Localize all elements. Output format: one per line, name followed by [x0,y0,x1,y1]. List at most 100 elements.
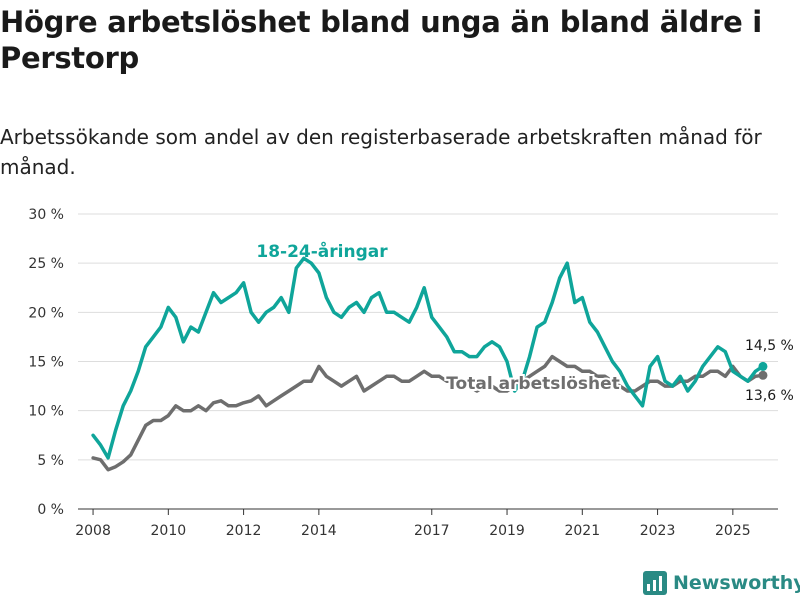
youth-data-point [468,355,472,359]
total-data-point [174,404,178,408]
youth-data-point [257,320,261,324]
youth-data-point [212,291,216,295]
total-data-point [332,379,336,383]
total-data-point [189,409,193,413]
youth-data-point [754,370,758,374]
youth-data-point [377,291,381,295]
youth-data-point [581,296,585,300]
total-data-point [227,404,231,408]
youth-data-point [99,443,103,447]
youth-data-point [475,355,479,359]
youth-data-point [648,365,652,369]
youth-data-point [671,384,675,388]
youth-data-point [641,404,645,408]
youth-end-marker [758,361,768,371]
total-end-marker [758,370,768,380]
youth-data-point [611,360,615,364]
newsworthy-logo-icon [643,571,667,595]
total-data-point [558,360,562,364]
total-data-point [144,424,148,428]
youth-data-point [362,311,366,315]
youth-data-point [490,340,494,344]
y-tick-label: 20 % [28,305,64,321]
youth-data-point [355,301,359,305]
total-data-point [701,374,705,378]
youth-data-point [573,301,577,305]
x-tick-label: 2017 [414,523,450,539]
total-data-point [182,409,186,413]
x-tick-label: 2021 [564,523,600,539]
total-data-point [437,374,441,378]
youth-data-point [325,296,329,300]
total-unemployment-line [91,354,765,472]
total-data-point [400,379,404,383]
total-data-point [325,374,329,378]
total-data-point [317,365,321,369]
youth-data-point [422,286,426,290]
youth-data-point [242,281,246,285]
youth-data-point [144,345,148,349]
youth-data-point [136,370,140,374]
youth-data-point [460,350,464,354]
youth-data-point [340,315,344,319]
brand-name: Newsworthy [673,572,800,594]
total-data-point [708,370,712,374]
youth-data-point [498,345,502,349]
total-data-point [355,374,359,378]
total-data-point [588,370,592,374]
total-data-point [279,394,283,398]
total-data-point [716,370,720,374]
total-data-point [340,384,344,388]
youth-data-point [114,429,118,433]
youth-data-point [656,355,660,359]
youth-data-point [724,350,728,354]
total-data-point [422,370,426,374]
youth-data-point [445,335,449,339]
total-end-value-label: 13,6 % [745,388,794,404]
total-data-point [370,384,374,388]
total-data-point [151,419,155,423]
x-tick-label: 2014 [301,523,337,539]
youth-data-point [739,374,743,378]
total-data-point [377,379,381,383]
total-data-point [204,409,208,413]
youth-data-point [279,296,283,300]
total-data-point [535,370,539,374]
total-data-point [212,401,216,405]
youth-data-point [535,325,539,329]
youth-data-point [678,374,682,378]
total-data-point [581,370,585,374]
youth-data-point [106,456,110,460]
total-data-point [129,453,133,457]
total-data-point [294,384,298,388]
youth-data-point [701,365,705,369]
youth-data-point [483,345,487,349]
brand-logo[interactable]: Newsworthy [643,568,800,598]
youth-data-point [227,296,231,300]
youth-data-point [332,311,336,315]
youth-data-point [437,325,441,329]
youth-data-point [686,389,690,393]
youth-data-point [415,306,419,310]
total-data-point [242,401,246,405]
youth-data-point [151,335,155,339]
total-data-point [167,414,171,418]
y-tick-label: 15 % [28,355,64,371]
y-tick-label: 30 % [28,207,64,223]
youth-end-value-label: 14,5 % [745,338,794,354]
x-tick-label: 2010 [151,523,187,539]
total-data-point [392,374,396,378]
total-data-point [136,438,140,442]
youth-data-point [167,306,171,310]
total-data-point [159,419,163,423]
youth-data-point [159,325,163,329]
youth-data-point [528,355,532,359]
total-data-point [362,389,366,393]
x-tick-label: 2023 [640,523,676,539]
total-data-point [407,379,411,383]
youth-data-point [385,311,389,315]
youth-data-point [550,301,554,305]
y-tick-label: 0 % [37,502,64,518]
youth-data-point [264,311,268,315]
chart-title: Högre arbetslöshet bland unga än bland ä… [0,5,762,75]
